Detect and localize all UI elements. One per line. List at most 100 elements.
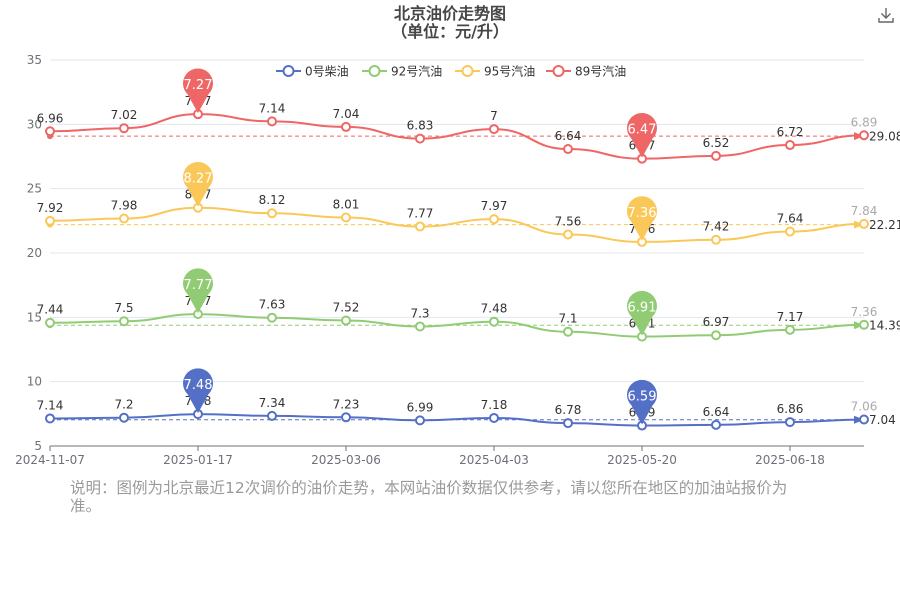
data-label: 8.12 [259,193,286,207]
data-label: 8.01 [333,197,360,211]
data-label: 7.64 [777,212,804,226]
series-line [49,206,865,243]
data-label: 7.14 [37,398,64,412]
data-label: 7 [490,109,498,123]
data-point [563,326,573,337]
min-pin: 6.59 [627,379,657,425]
y-tick-label: 25 [27,182,42,196]
data-label: 6.83 [407,119,434,133]
data-point [267,116,277,127]
y-tick-label: 35 [27,53,42,67]
pin-label: 7.27 [184,78,213,93]
data-point [563,418,573,429]
pin-label: 6.47 [628,123,657,138]
average-line-arrow [854,132,864,141]
data-label: 7.18 [481,398,508,412]
min-pin: 6.47 [627,112,657,158]
series-line [49,113,865,160]
data-label: 7.06 [851,399,878,413]
series-line [49,413,865,427]
pin-label: 7.36 [628,206,657,221]
data-point [119,316,129,327]
pin-shape [627,379,657,425]
max-pin: 7.27 [183,68,213,114]
max-pin: 7.48 [183,368,213,414]
series-0: 7.047.147.27.487.347.236.997.186.786.596… [37,394,896,431]
data-point [489,316,499,327]
pin-shape [183,268,213,314]
data-point [785,324,795,335]
x-tick-label: 2025-04-03 [459,453,529,467]
data-point [267,208,277,219]
legend-symbol [368,65,381,77]
data-point [415,321,425,332]
y-tick-label: 30 [27,117,42,131]
pin-shape [183,68,213,114]
legend-item-1: 92号汽油 [362,64,442,79]
data-label: 7.02 [111,108,138,122]
y-tick-label: 20 [27,246,42,260]
data-label: 7.63 [259,298,286,312]
pin-label: 8.27 [184,172,213,187]
data-label: 6.52 [703,136,730,150]
pin-shape [627,112,657,158]
x-tick-label: 2025-01-17 [163,453,233,467]
legend-label: 95号汽油 [484,64,535,79]
pin-shape [627,290,657,336]
max-pin: 8.27 [183,161,213,207]
data-point [119,213,129,224]
data-label: 7.56 [555,214,582,228]
data-label: 7.14 [259,101,286,115]
data-label: 7.3 [410,306,429,320]
data-point [415,415,425,426]
data-point [415,221,425,232]
data-point [489,124,499,135]
series-2: 22.217.927.988.278.128.017.777.977.567.3… [37,188,900,247]
data-point [785,226,795,237]
average-line-label: 14.39 [869,319,900,333]
pin-shape [183,161,213,207]
data-point [489,214,499,225]
data-label: 6.89 [851,115,878,129]
data-label: 7.97 [481,199,508,213]
data-label: 7.98 [111,199,138,213]
series-line [49,313,865,338]
data-point [711,419,721,430]
data-label: 7.34 [259,396,286,410]
data-label: 7.1 [558,312,577,326]
average-line-label: 22.21 [869,218,900,232]
chart-subtitle: （单位：元/升） [391,22,509,41]
y-tick-label: 5 [34,439,42,453]
data-point [859,319,869,330]
data-label: 7.44 [37,303,64,317]
min-pin: 6.91 [627,290,657,336]
min-pin: 7.36 [627,196,657,241]
data-label: 6.64 [555,129,582,143]
data-label: 7.23 [333,397,360,411]
average-line-label: 7.04 [869,413,896,427]
data-label: 7.52 [333,301,360,315]
y-tick-label: 15 [27,310,42,324]
chart-note: 说明：图例为北京最近12次调价的油价走势，本网站油价数据仅供参考，请以您所在地区… [70,479,788,515]
data-label: 7.04 [333,107,360,121]
data-point [563,229,573,240]
average-line-arrow [854,321,864,330]
data-point [711,234,721,245]
legend-label: 92号汽油 [391,64,442,79]
pin-label: 6.91 [628,301,657,316]
download-icon[interactable] [877,6,895,24]
data-point [341,412,351,423]
data-label: 7.36 [851,305,878,319]
data-label: 7.42 [703,220,730,234]
data-label: 6.78 [555,403,582,417]
legend-label: 0号柴油 [305,65,349,79]
data-point [563,144,573,155]
legend-item-3: 89号汽油 [546,64,626,79]
data-point [859,130,869,141]
max-pin: 7.77 [183,268,213,314]
data-point [45,215,55,226]
data-label: 7.17 [777,310,804,324]
data-point [785,417,795,428]
data-point [341,121,351,132]
